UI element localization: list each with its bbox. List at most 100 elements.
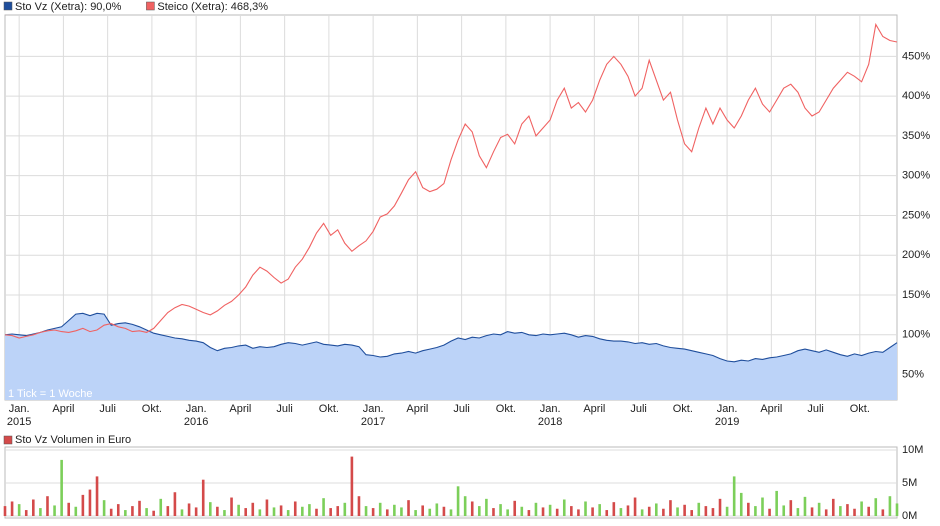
volume-bar [308,504,311,516]
x-tick-label: April [229,403,251,415]
volume-bar [747,502,750,516]
volume-bar [279,505,283,516]
legend-swatch [3,1,13,11]
x-tick-label: April [760,403,782,415]
volume-bar [485,498,488,516]
volume-bar [506,509,509,516]
volume-bar [400,507,403,516]
volume-bar [435,503,439,516]
volume-bar [796,508,800,516]
volume-bar [541,507,545,516]
volume-bar [32,499,35,516]
volume-bar [463,496,467,516]
x-tick-label: April [406,403,428,415]
x-tick-label: Juli [807,403,824,415]
y-tick-label: 150% [902,289,930,301]
volume-bar [371,508,375,516]
volume-bar [669,500,672,516]
volume-bar [739,492,743,516]
x-year-label: 2019 [715,416,739,428]
volume-bar [209,502,212,516]
volume-bar [605,510,609,516]
legend-swatch [146,1,155,11]
x-tick-label: Jan. [9,403,30,415]
x-year-label: 2017 [361,416,385,428]
line [4,312,898,363]
volume-bar [265,499,269,516]
x-tick-label: April [52,403,74,415]
volume-bar [513,500,517,516]
volume-bar [704,506,708,516]
area [5,313,897,400]
volume-bar [888,496,892,516]
volume-bar [831,498,835,516]
volume-bar [895,503,899,516]
volume-bar [690,510,693,516]
volume-bar [17,504,21,516]
y-tick-label: 50% [902,368,924,380]
volume-bar [761,497,764,516]
volume-bar [626,505,630,516]
volume-bar [244,508,247,516]
volume-bar [881,509,885,516]
volume-bar [180,509,184,516]
volume-bar [230,497,233,516]
volume-bar [725,506,729,516]
volume-bar [109,508,113,516]
legend-label: Sto Vz Volumen in Euro [15,434,131,446]
volume-bar [619,508,623,516]
volume-bar [329,508,332,516]
volume-bar [159,498,163,516]
volume-bar [350,456,354,516]
x-tick-label: Jan. [717,403,738,415]
volume-bar [612,502,616,516]
volume-bar [124,510,127,516]
volume-bar [676,507,679,516]
x-tick-label: Okt. [319,403,339,415]
volume-bar [775,490,778,516]
x-tick-label: Okt. [850,403,870,415]
volume-bar [683,504,686,516]
volume-bar [598,504,601,516]
volume-bar [251,502,255,516]
volume-bar [647,506,651,516]
volume-bar [293,501,297,516]
x-year-label: 2016 [184,416,208,428]
volume-bar [839,506,842,516]
volume-bar [46,496,49,516]
volume-bar [116,504,120,516]
volume-bar [187,503,191,516]
annotation: 1 Tick = 1 Woche [8,388,92,400]
volume-bar [810,507,814,516]
volume-bar [867,506,870,516]
volume-bar [173,492,177,516]
volume-bar [853,508,856,516]
volume-bar [24,510,28,516]
volume-bar [782,505,786,516]
x-year-label: 2018 [538,416,562,428]
volume-bar [414,510,417,516]
volume-bar [95,476,99,516]
x-tick-label: Jan. [186,403,207,415]
volume-bar [640,509,644,516]
y-tick-label: 100% [902,329,930,341]
volume-bar [655,503,658,516]
volume-bar [577,509,580,516]
x-year-label: 2015 [7,416,31,428]
volume-bar [478,506,481,516]
y-tick-label: 450% [902,50,930,62]
volume-bar [131,506,134,516]
volume-bar [393,504,396,516]
volume-bar [138,500,141,516]
volume-bar [449,509,453,516]
volume-bar [662,508,665,516]
volume-bar [534,502,538,516]
y-tick-label: 300% [902,170,930,182]
volume-bar [378,502,382,516]
volume-bar [803,496,807,516]
volume-bar [442,506,446,516]
volume-bar [39,508,42,516]
volume-bar [520,506,524,516]
volume-bar [732,476,736,516]
